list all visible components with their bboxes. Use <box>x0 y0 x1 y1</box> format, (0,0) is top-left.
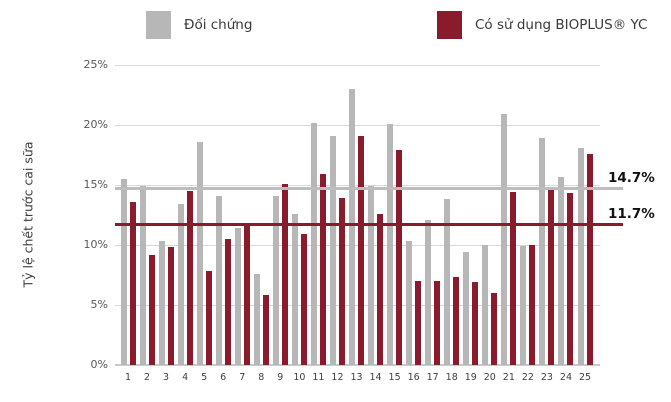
x-tick-label: 16 <box>407 372 420 383</box>
legend-label-control: Đối chứng <box>184 17 253 33</box>
gridline <box>115 244 600 246</box>
x-tick-label: 13 <box>350 372 363 383</box>
x-tick-label: 8 <box>258 372 265 383</box>
x-tick-label: 20 <box>483 372 496 383</box>
x-tick-label: 1 <box>124 372 132 383</box>
x-tick-label: 4 <box>182 372 189 383</box>
bar-control <box>558 176 565 365</box>
bar-control <box>577 147 584 365</box>
x-tick-label: 15 <box>388 372 401 383</box>
y-tick-label: 25% <box>83 58 108 71</box>
x-tick-label: 17 <box>426 372 439 383</box>
bar-treatment <box>338 198 345 365</box>
legend-label-treatment: Có sử dụng BIOPLUS® YC <box>475 17 648 33</box>
bar-treatment <box>167 247 174 365</box>
x-tick-label: 2 <box>144 372 151 383</box>
legend-item-control: Đối chứng <box>146 11 252 39</box>
legend-swatch-control <box>146 11 171 39</box>
bar-control <box>158 241 165 365</box>
bar-treatment <box>453 277 460 365</box>
bar-control <box>215 195 222 365</box>
bar-treatment <box>148 254 155 365</box>
bar-treatment <box>129 201 136 365</box>
bar-treatment <box>377 213 384 365</box>
bar-control <box>272 195 279 365</box>
bar-treatment <box>396 150 403 365</box>
y-axis-title: Tỷ lệ chết trước cai sữa <box>20 141 36 288</box>
x-tick-label: 18 <box>445 372 458 383</box>
reference-line-control-average <box>115 187 623 191</box>
bar-treatment <box>548 188 555 365</box>
bar-treatment <box>434 281 441 365</box>
x-tick-label: 12 <box>331 372 344 383</box>
legend-item-treatment: Có sử dụng BIOPLUS® YC <box>437 11 647 39</box>
bar-control <box>463 252 470 365</box>
bar-control <box>196 141 203 365</box>
x-tick-label: 25 <box>578 372 592 383</box>
x-tick-label: 22 <box>521 372 534 383</box>
bar-treatment <box>243 223 250 365</box>
x-tick-label: 19 <box>464 372 477 383</box>
x-tick-label: 7 <box>239 372 246 383</box>
bar-treatment <box>586 153 593 365</box>
bar-treatment <box>224 239 231 365</box>
bar-control <box>539 138 546 365</box>
bar-treatment <box>510 192 517 365</box>
gridline <box>115 64 600 66</box>
x-axis-line <box>115 364 600 366</box>
bar-control <box>349 89 355 365</box>
bar-control <box>291 213 298 365</box>
bar-treatment <box>491 293 498 365</box>
bar-treatment <box>567 193 574 365</box>
bar-control <box>234 228 241 365</box>
bar-control <box>520 246 527 365</box>
bar-control <box>444 199 451 365</box>
bar-control <box>329 135 336 365</box>
bar-control <box>368 186 375 365</box>
bar-treatment <box>415 281 422 365</box>
gridline <box>115 304 600 306</box>
bar-control <box>501 114 508 365</box>
x-tick-label: 14 <box>369 372 382 383</box>
bar-control <box>387 123 394 365</box>
bar-treatment <box>472 282 479 365</box>
reference-line-treatment-average <box>115 223 623 227</box>
bar-control <box>253 273 260 365</box>
annotation-treatment-average: 11.7% <box>608 205 655 222</box>
gridline <box>115 184 600 186</box>
gridline <box>115 124 600 126</box>
bar-treatment <box>205 271 212 365</box>
x-tick-label: 9 <box>277 372 284 383</box>
x-tick-label: 5 <box>201 372 208 383</box>
x-tick-label: 23 <box>540 372 553 383</box>
x-tick-label: 24 <box>559 372 572 383</box>
y-tick-label: 0% <box>90 358 108 371</box>
bar-treatment <box>300 234 307 365</box>
bar-control <box>482 245 489 365</box>
x-tick-label: 6 <box>220 372 227 383</box>
x-tick-label: 10 <box>293 372 306 383</box>
bar-control <box>310 122 317 365</box>
y-tick-label: 20% <box>83 118 108 131</box>
bar-treatment <box>529 245 536 365</box>
bar-treatment <box>262 295 269 365</box>
x-tick-label: 21 <box>502 372 515 383</box>
bar-control <box>120 179 127 365</box>
y-tick-label: 10% <box>83 238 108 251</box>
y-tick-label: 5% <box>90 298 108 311</box>
bar-control <box>425 219 432 365</box>
bar-treatment <box>281 183 288 365</box>
bar-treatment <box>319 174 326 365</box>
bar-control <box>177 204 184 365</box>
legend-swatch-treatment <box>437 11 462 39</box>
x-tick-label: 11 <box>312 372 325 383</box>
annotation-control-average: 14.7% <box>608 169 655 186</box>
bar-treatment <box>186 191 193 365</box>
x-tick-label: 3 <box>163 372 170 383</box>
bar-control <box>139 186 146 365</box>
bar-treatment <box>358 135 364 365</box>
bar-control <box>406 241 413 365</box>
y-tick-label: 15% <box>83 178 108 191</box>
